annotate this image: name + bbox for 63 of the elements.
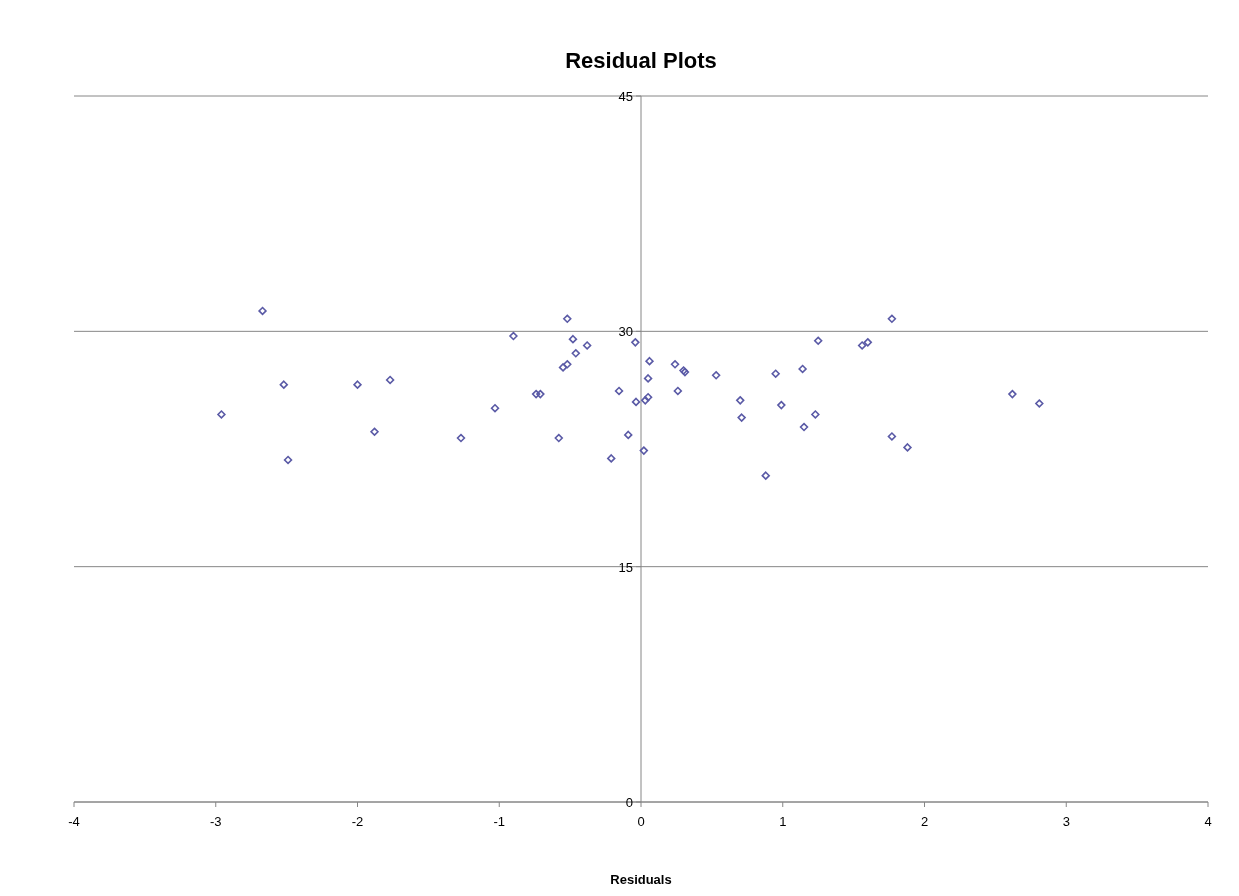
point	[536, 389, 545, 399]
point	[370, 427, 379, 436]
point	[863, 338, 873, 347]
point	[490, 403, 500, 413]
point	[624, 430, 633, 440]
point	[563, 314, 572, 324]
point	[670, 360, 680, 369]
x-tick-label: 4	[1204, 814, 1212, 829]
point	[799, 422, 809, 432]
point	[777, 400, 786, 410]
point	[639, 446, 649, 455]
point	[582, 341, 592, 350]
point	[385, 375, 395, 385]
point	[903, 443, 912, 452]
y-tick-label: 0	[625, 795, 633, 810]
point	[735, 396, 745, 405]
point	[509, 331, 518, 341]
point	[643, 393, 653, 402]
y-tick-label: 30	[618, 324, 633, 340]
point	[857, 341, 867, 350]
point	[554, 433, 564, 443]
point	[563, 360, 572, 369]
point	[631, 397, 641, 407]
point	[456, 433, 466, 443]
point	[761, 471, 770, 480]
x-tick-label: -4	[68, 814, 80, 829]
point	[614, 386, 624, 396]
point	[887, 314, 897, 324]
point	[607, 454, 616, 463]
point	[283, 455, 293, 465]
point	[258, 306, 267, 316]
point	[645, 356, 654, 366]
point	[643, 374, 653, 383]
y-tick-label: 45	[618, 89, 633, 104]
point	[798, 364, 807, 374]
point	[641, 396, 650, 405]
point	[887, 432, 897, 441]
point	[811, 410, 820, 419]
point	[217, 410, 226, 419]
point	[571, 349, 581, 358]
x-tick-label: -2	[351, 814, 364, 829]
point	[631, 338, 640, 347]
point	[813, 336, 823, 345]
point	[1008, 389, 1017, 399]
point	[771, 369, 780, 378]
point	[353, 380, 362, 389]
x-tick-label: 0	[637, 814, 645, 829]
x-tick-label: -3	[209, 814, 222, 829]
point	[279, 380, 289, 389]
y-tick-label: 15	[618, 559, 633, 575]
point	[568, 334, 578, 344]
point	[737, 413, 746, 422]
x-tick-label: -1	[493, 814, 506, 829]
point	[711, 371, 721, 380]
point	[531, 389, 541, 399]
point	[1035, 399, 1044, 408]
x-tick-label: 1	[779, 814, 787, 829]
chart-title: Residual Plots	[565, 48, 717, 73]
x-tick-label: 3	[1062, 814, 1070, 829]
x-axis-title: Residuals	[610, 872, 672, 887]
x-tick-label: 2	[920, 814, 929, 829]
point	[558, 363, 568, 372]
point	[673, 386, 683, 396]
